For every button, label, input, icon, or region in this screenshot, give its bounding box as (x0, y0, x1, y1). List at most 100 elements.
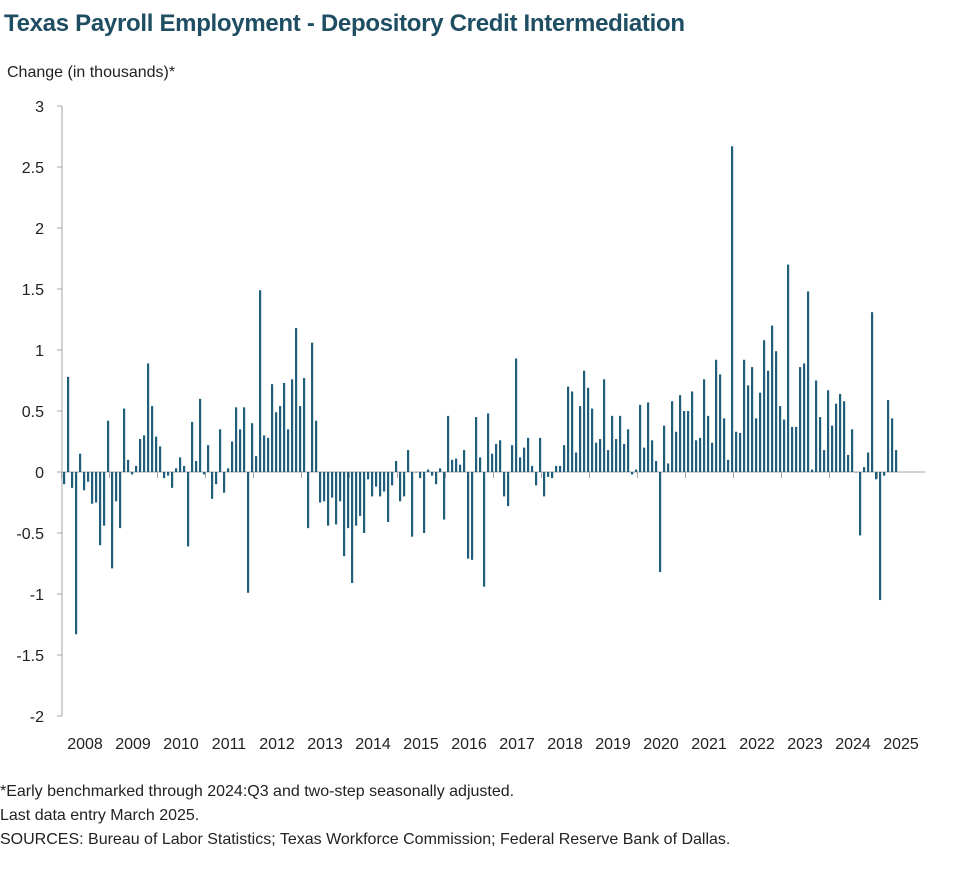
bar (831, 425, 834, 472)
bar (707, 415, 710, 472)
bar (747, 385, 750, 472)
bar (103, 472, 106, 526)
bar (243, 407, 246, 472)
bar (343, 472, 346, 557)
bar (351, 472, 354, 584)
bar (591, 408, 594, 472)
bar (187, 472, 190, 547)
bar (511, 445, 514, 472)
bar (551, 472, 554, 479)
bar (871, 312, 874, 472)
y-tick-label: -1.5 (16, 648, 44, 665)
bar (587, 387, 590, 472)
bar (419, 472, 422, 479)
bar (199, 398, 202, 472)
y-tick-label: 2 (35, 221, 44, 238)
bar (279, 406, 282, 472)
bar (299, 406, 302, 472)
bar (323, 472, 326, 502)
bar (127, 459, 130, 472)
bar (823, 450, 826, 472)
bar (727, 459, 730, 472)
bar (687, 411, 690, 472)
x-tick-label: 2022 (739, 736, 775, 753)
bar (639, 404, 642, 472)
bar (71, 472, 74, 488)
bar (231, 441, 234, 472)
bar (507, 472, 510, 507)
x-tick-label: 2008 (67, 736, 103, 753)
bar (203, 472, 206, 475)
bar (271, 384, 274, 472)
bar (695, 440, 698, 472)
bar (715, 359, 718, 472)
footnote-sources: SOURCES: Bureau of Labor Statistics; Tex… (0, 831, 731, 848)
bar (395, 461, 398, 472)
bar (167, 472, 170, 476)
bar (311, 342, 314, 472)
bar (327, 472, 330, 526)
bar (131, 472, 134, 475)
y-tick-label: -0.5 (16, 526, 44, 543)
bar (603, 379, 606, 472)
bar (755, 418, 758, 472)
bar (483, 472, 486, 587)
x-axis: 2008 2009 2010 2011 2012 2013 2014 2015 2016 2017… (61, 471, 925, 753)
bar (503, 472, 506, 497)
bar (475, 417, 478, 472)
bar (179, 457, 182, 472)
x-tick-label: 2014 (355, 736, 391, 753)
bar (631, 472, 634, 475)
bar (335, 472, 338, 525)
bar (779, 406, 782, 472)
bar (195, 461, 198, 472)
bar (719, 374, 722, 472)
bar (875, 472, 878, 480)
bar (579, 406, 582, 472)
bar (775, 351, 778, 472)
bar (471, 472, 474, 560)
bar (527, 437, 530, 472)
footnote-benchmark: *Early benchmarked through 2024:Q3 and t… (0, 783, 515, 800)
bar (859, 472, 862, 536)
y-tick-label: 0.5 (22, 404, 44, 421)
bar (799, 367, 802, 472)
bar (539, 437, 542, 472)
bar (867, 452, 870, 472)
bar (783, 419, 786, 472)
bar (447, 415, 450, 472)
bar (887, 400, 890, 472)
x-tick-label: 2009 (115, 736, 151, 753)
bar (407, 450, 410, 472)
bar (219, 429, 222, 472)
bar (139, 439, 142, 472)
bar (355, 472, 358, 526)
bar (359, 472, 362, 516)
bar (771, 325, 774, 472)
bar (319, 472, 322, 503)
bar (467, 472, 470, 559)
bar (623, 443, 626, 472)
bar (307, 472, 310, 529)
bar (615, 439, 618, 472)
bar (703, 379, 706, 472)
bars (63, 146, 898, 635)
x-tick-label: 2021 (691, 736, 727, 753)
bar (143, 435, 146, 472)
bar (435, 472, 438, 485)
bar (363, 472, 366, 533)
bar (267, 437, 270, 472)
bar (283, 382, 286, 472)
bar (643, 447, 646, 472)
bar (207, 445, 210, 472)
chart-title: Texas Payroll Employment - Depository Cr… (4, 10, 685, 37)
bar (287, 429, 290, 472)
x-tick-label: 2010 (163, 736, 199, 753)
bar (383, 472, 386, 492)
bar (811, 469, 814, 472)
bar (415, 472, 418, 473)
bar (87, 472, 90, 482)
x-tick-label: 2019 (595, 736, 631, 753)
bar (767, 370, 770, 472)
bar (863, 467, 866, 472)
